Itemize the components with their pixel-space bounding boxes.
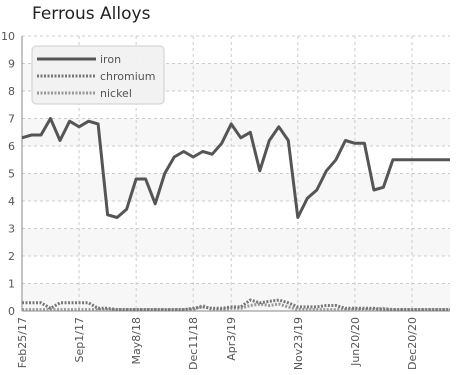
- y-tick-label: 9: [8, 58, 15, 71]
- x-tick-label: Dec11/18: [187, 317, 200, 370]
- y-tick-label: 6: [8, 140, 15, 153]
- y-tick-label: 2: [8, 250, 15, 263]
- y-tick-label: 7: [8, 113, 15, 126]
- series-line-chromium: [22, 298, 450, 312]
- x-tick-label: Sep1/17: [73, 317, 86, 362]
- grid-band: [22, 146, 450, 174]
- legend-label-chromium: chromium: [100, 70, 156, 83]
- grid-band: [22, 201, 450, 229]
- series-line-nickel: [22, 302, 450, 312]
- y-tick-label: 4: [8, 195, 15, 208]
- x-tick-label: May8/18: [130, 317, 143, 364]
- legend-label-iron: iron: [100, 53, 121, 66]
- y-tick-label: 0: [8, 305, 15, 318]
- x-tick-label: Jun20/20: [349, 317, 362, 367]
- y-tick-label: 3: [8, 223, 15, 236]
- x-tick-label: Feb25/17: [16, 317, 29, 368]
- y-tick-label: 10: [1, 30, 15, 43]
- x-tick-label: Nov23/19: [292, 317, 305, 370]
- x-tick-label: Dec20/20: [406, 317, 419, 370]
- grid-band: [22, 228, 450, 256]
- y-tick-label: 5: [8, 168, 15, 181]
- x-tick-label: Apr3/19: [225, 317, 238, 361]
- chart-title: Ferrous Alloys: [32, 4, 151, 24]
- grid-band: [22, 256, 450, 284]
- series-line-iron: [21, 117, 450, 219]
- y-tick-label: 1: [8, 278, 15, 291]
- y-tick-label: 8: [8, 85, 15, 98]
- legend-label-nickel: nickel: [100, 87, 132, 100]
